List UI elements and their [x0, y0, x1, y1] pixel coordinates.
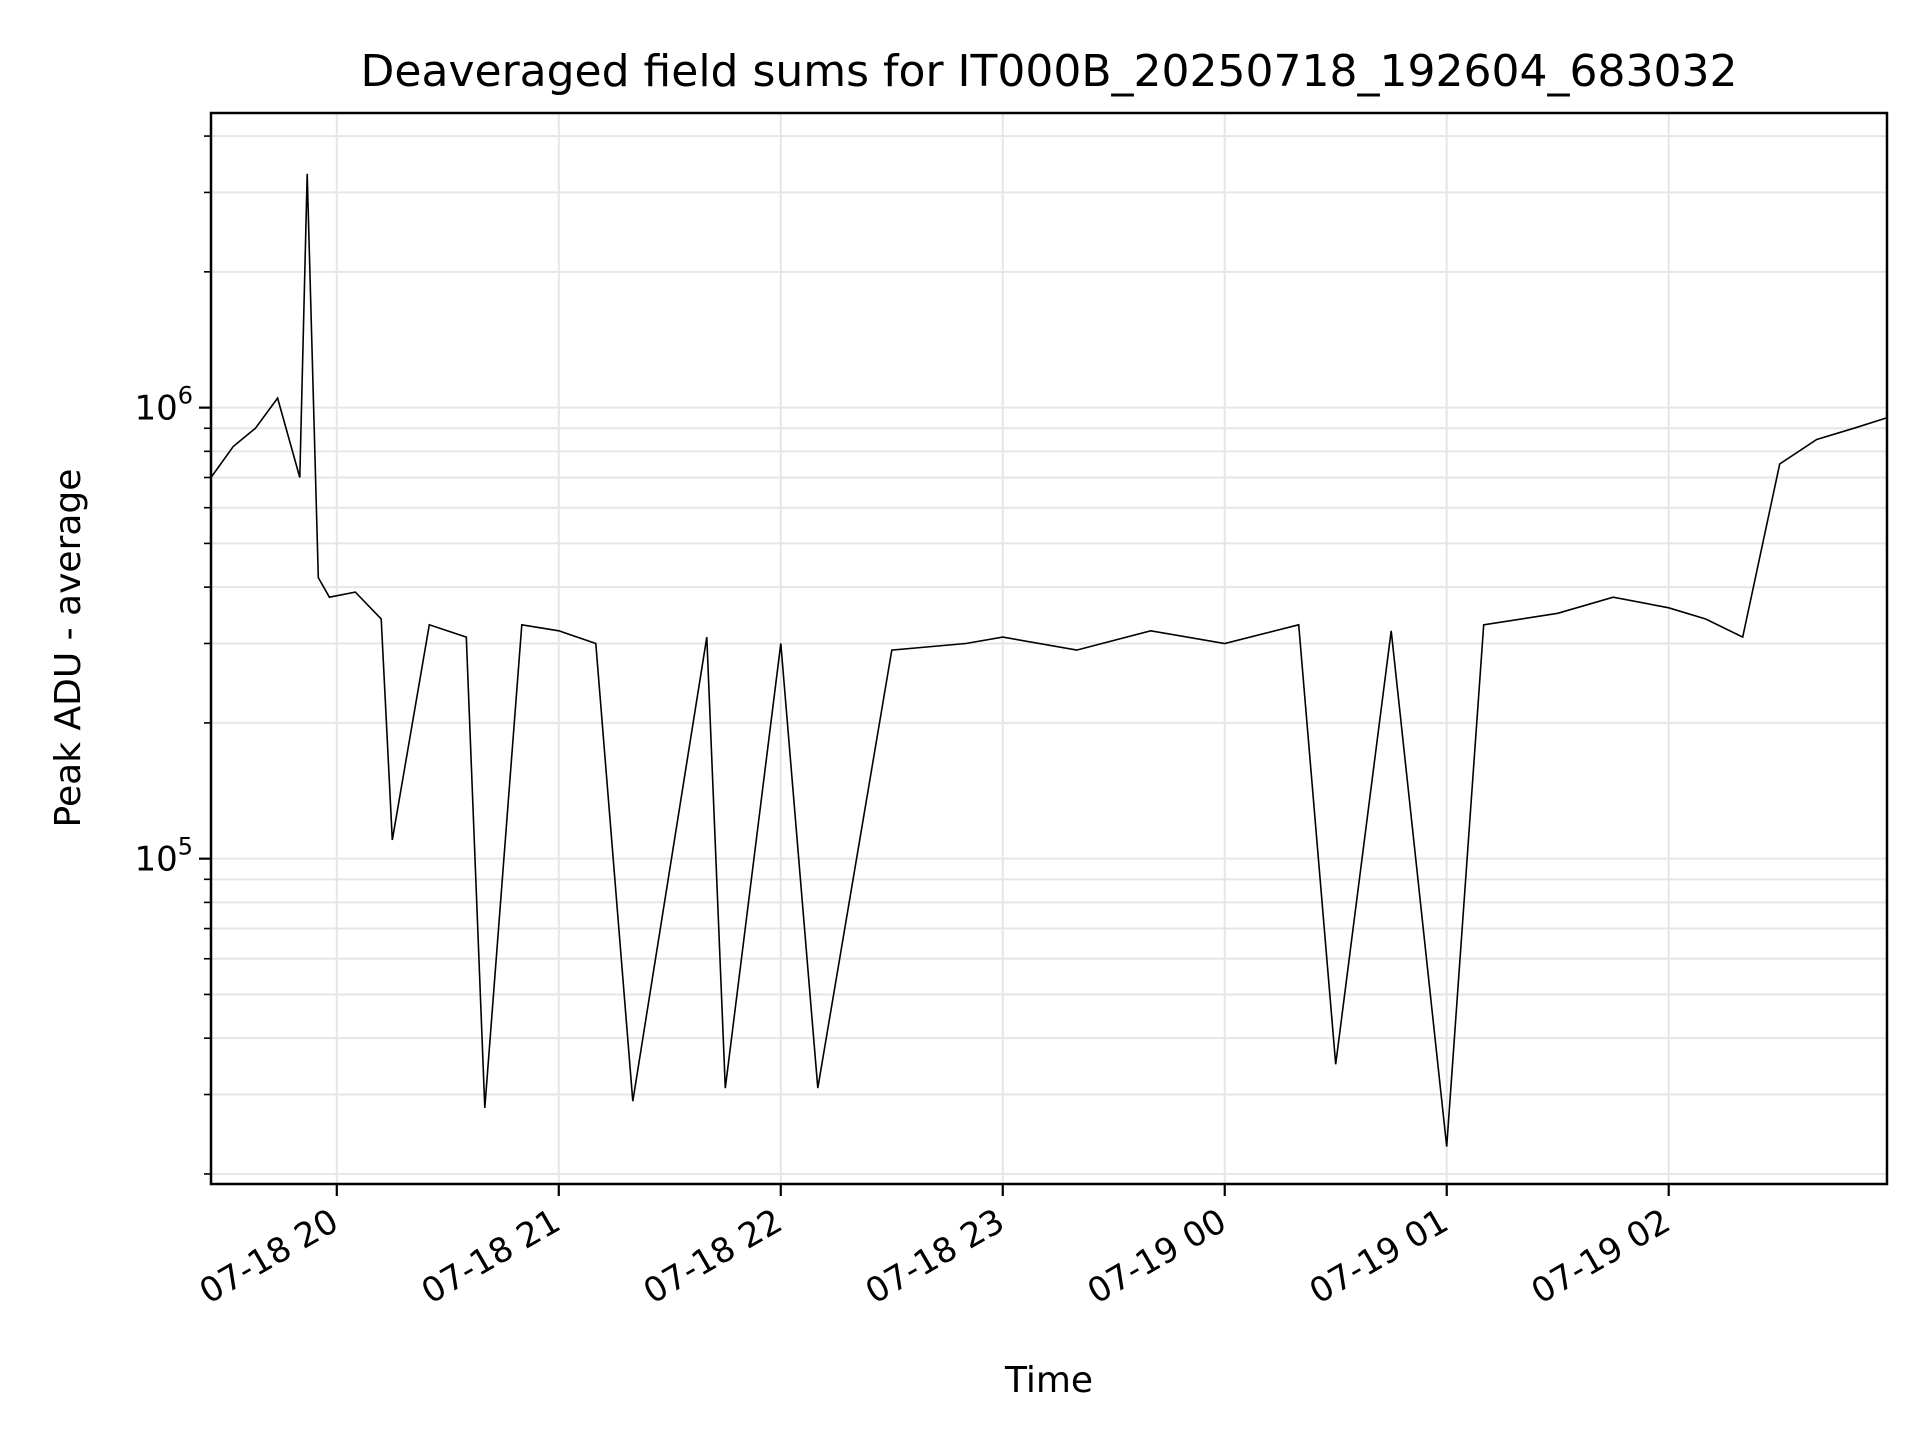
plot-frame — [209, 111, 1889, 1186]
chart-title: Deaveraged field sums for IT000B_2025071… — [361, 46, 1738, 97]
y-tick-label: 106 — [134, 382, 193, 429]
x-axis: 07-18 20 07-18 21 07-18 22 07-18 23 07-19 00… — [193, 1184, 1677, 1312]
x-tick-label: 07-19 01 — [1303, 1201, 1455, 1312]
x-tick-label: 07-18 20 — [193, 1201, 345, 1312]
x-tick-label: 07-18 23 — [859, 1201, 1011, 1312]
x-tick-label: 07-18 21 — [415, 1201, 567, 1312]
x-tick-label: 07-18 22 — [637, 1201, 789, 1312]
x-tick-label: 07-19 02 — [1525, 1201, 1677, 1312]
grid — [211, 113, 1887, 1184]
series-line — [210, 173, 1888, 1147]
x-axis-label: Time — [1004, 1360, 1093, 1401]
y-axis-label: Peak ADU - average — [48, 469, 89, 828]
y-tick-label: 105 — [134, 833, 193, 880]
y-axis: 105 106 — [134, 135, 211, 1175]
x-tick-label: 07-19 00 — [1081, 1201, 1233, 1312]
